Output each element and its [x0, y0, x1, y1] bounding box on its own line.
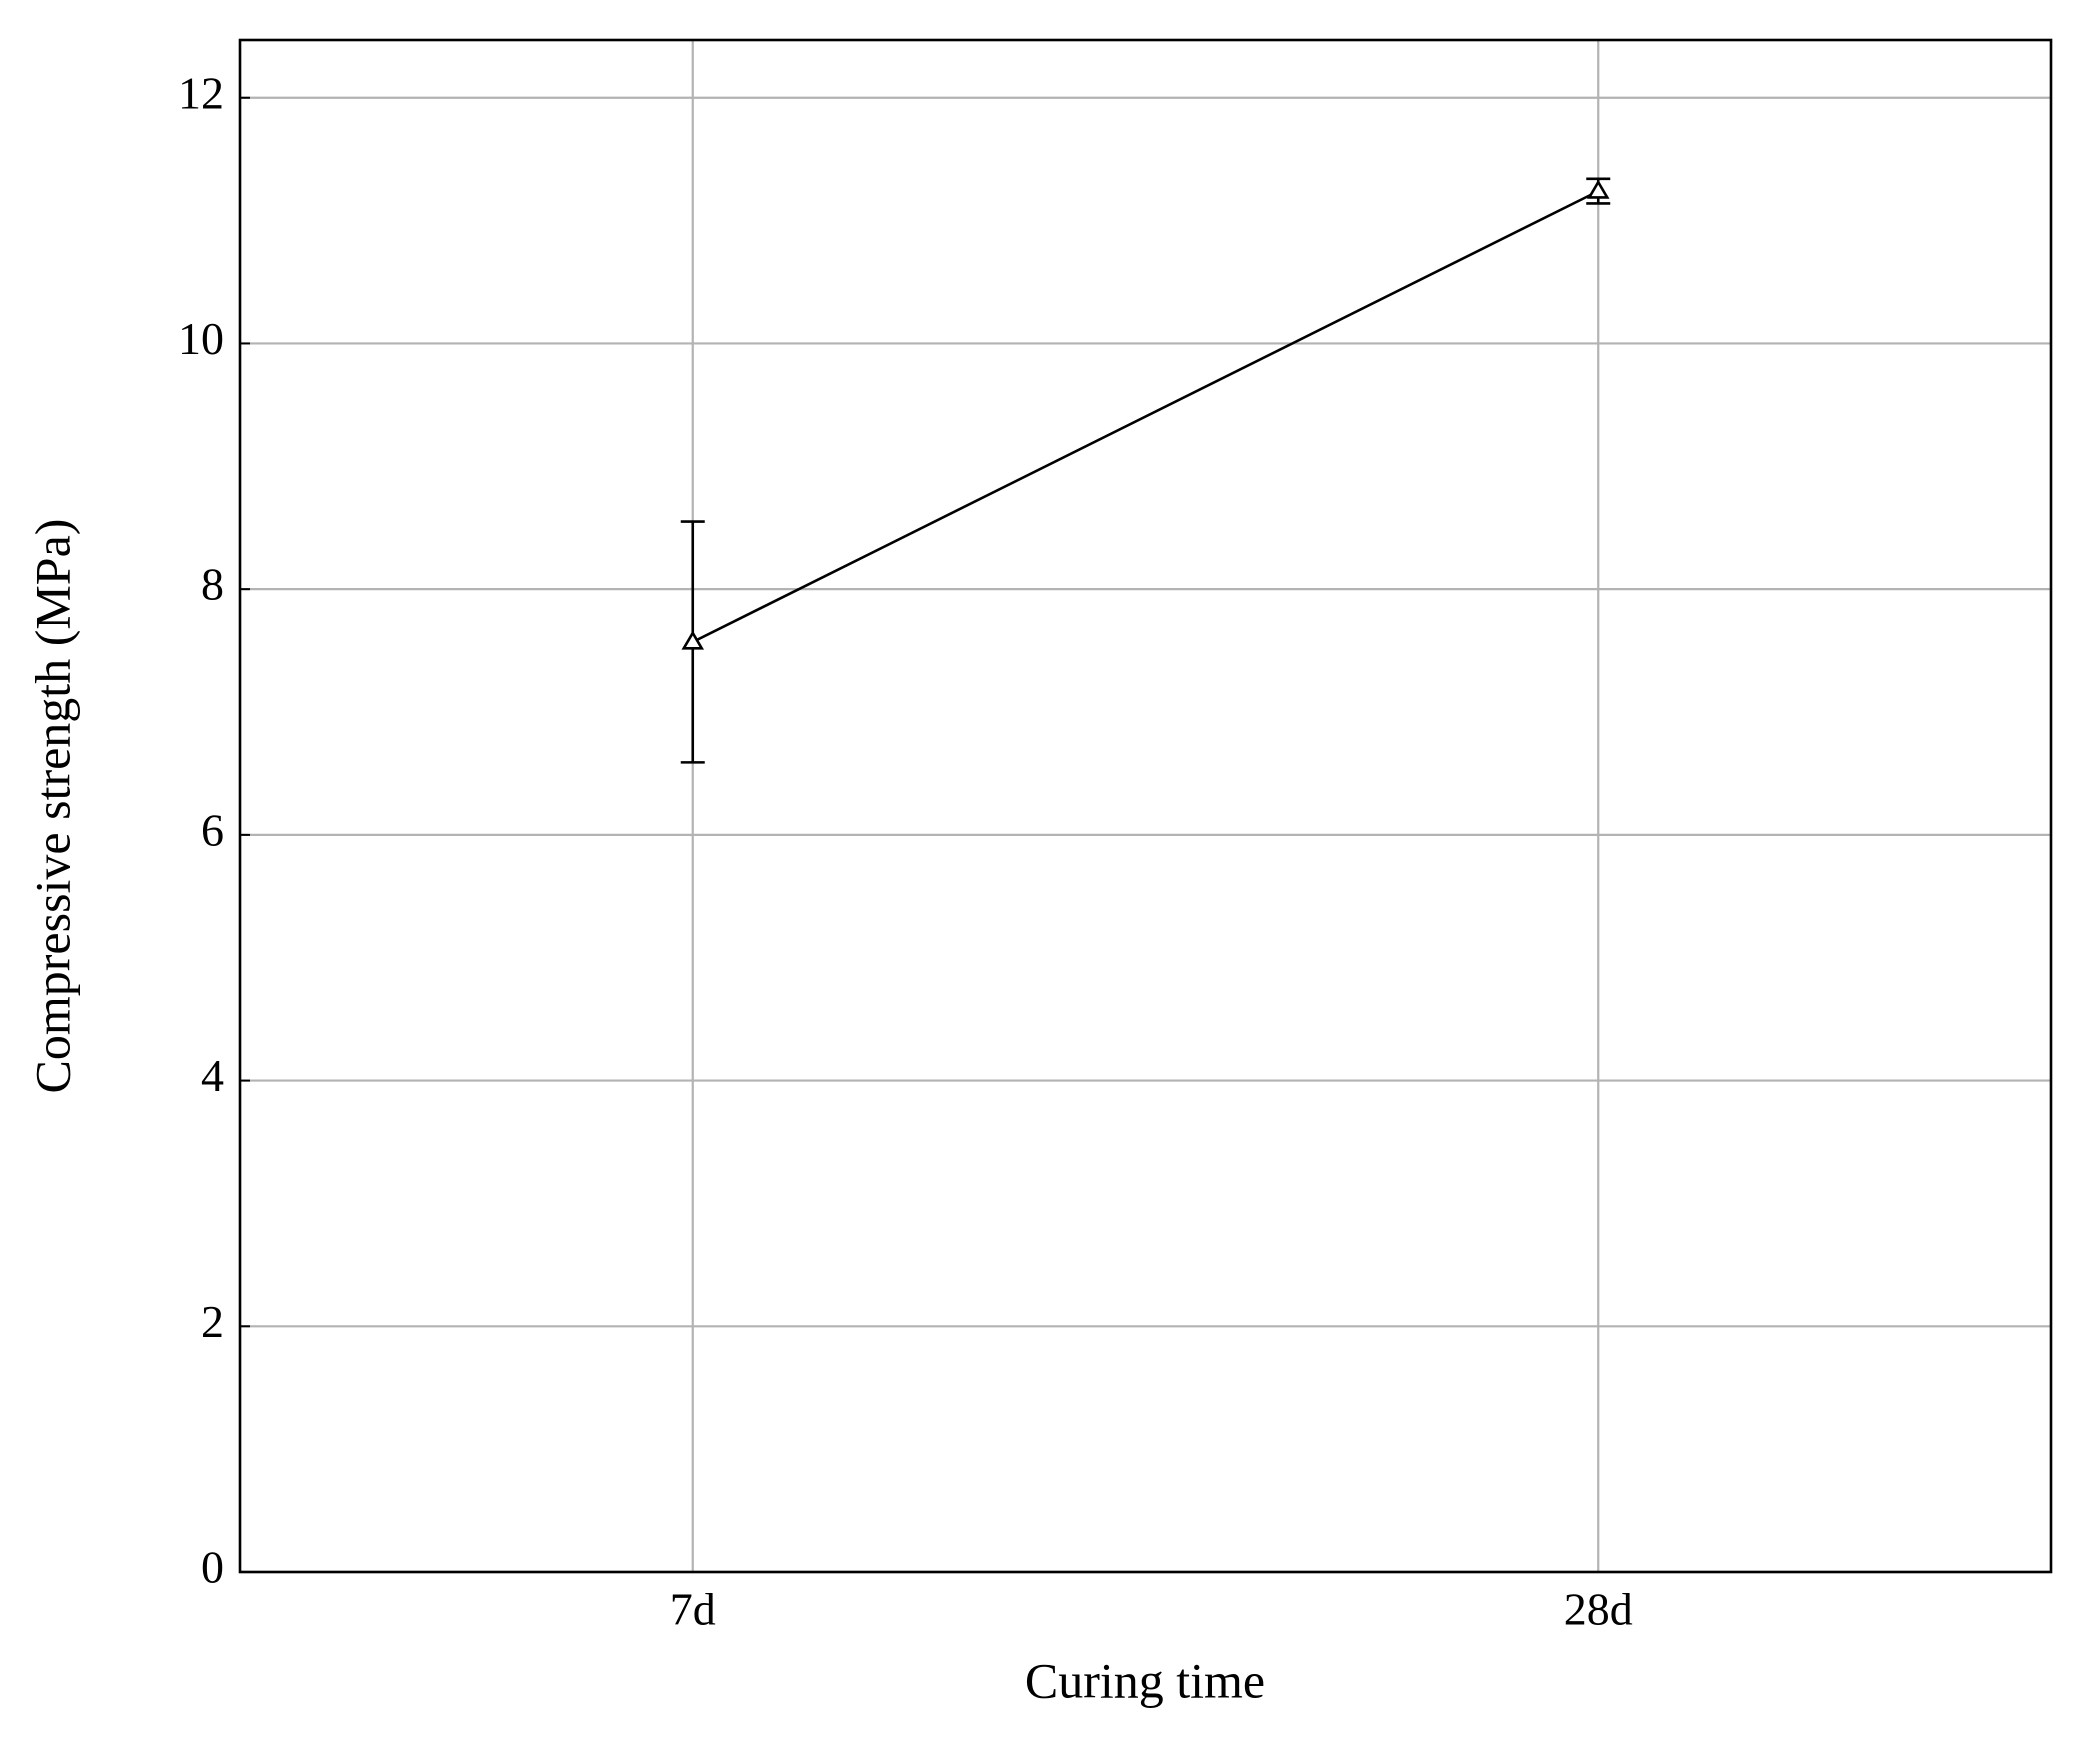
marker	[1586, 179, 1610, 199]
y-tick-label: 2	[201, 1296, 224, 1347]
y-tick-label: 0	[201, 1542, 224, 1593]
y-tick-label: 6	[201, 804, 224, 855]
y-tick-label: 12	[178, 67, 224, 118]
y-tick-label: 4	[201, 1050, 224, 1101]
marker	[681, 630, 705, 650]
y-tick-label: 10	[178, 313, 224, 364]
plot-frame	[238, 38, 2053, 1574]
x-axis-label: Curing time	[1025, 1652, 1265, 1708]
x-tick-label: 7d	[670, 1584, 716, 1635]
line	[692, 189, 1599, 644]
y-axis-label: Compressive strength (MPa)	[24, 519, 80, 1094]
x-tick-label: 28d	[1564, 1584, 1633, 1635]
y-tick-label: 8	[201, 559, 224, 610]
